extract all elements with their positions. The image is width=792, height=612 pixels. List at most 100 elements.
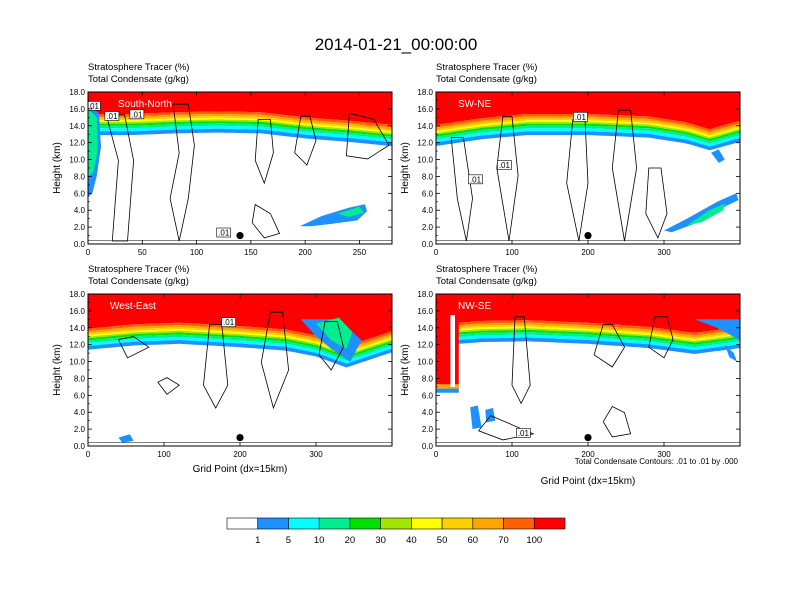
tracer-band-level-4 [436, 123, 740, 141]
condensate-contour [105, 114, 135, 242]
panel-south-north: Stratosphere Tracer (%) Total Condensate… [52, 62, 393, 257]
tracer-band-level-5 [88, 330, 392, 357]
y-axis-title: Height (km) [400, 344, 411, 396]
condensate-contour [511, 316, 531, 405]
contour-label: .01 [218, 229, 230, 238]
tracer-band-level-2 [436, 128, 740, 147]
contour-label: .01 [470, 175, 482, 184]
tracer-patch [664, 193, 739, 233]
tracer-band-level-6 [88, 329, 392, 355]
tracer-band-level-9 [88, 322, 392, 349]
y-tick-label: 6.0 [74, 189, 86, 198]
plot-area: .01 .01 .01 .01 [88, 92, 392, 244]
contour-label-box [221, 317, 236, 328]
x-tick-label: 250 [353, 248, 367, 257]
panel-label-tracer: Stratosphere Tracer (%) [436, 62, 537, 73]
x-axis-title: Grid Point (dx=15km) [541, 476, 636, 487]
contour-footnote: Total Condensate Contours: .01 to .01 by… [575, 457, 739, 466]
y-tick-label: 12.0 [417, 341, 433, 350]
tracer-patch [694, 319, 740, 341]
x-tick-label: 0 [86, 248, 91, 257]
y-tick-label: 18.0 [69, 290, 85, 299]
y-tick-label: 14.0 [69, 122, 85, 131]
tracer-band-level-3 [436, 125, 740, 144]
tracer-patch [337, 206, 364, 217]
y-tick-label: 18.0 [69, 88, 85, 97]
panel-label-condensate: Total Condensate (g/kg) [88, 276, 189, 287]
plot-area: .01 [88, 294, 392, 446]
contour-label-box [216, 227, 232, 238]
condensate-contour [117, 336, 150, 359]
y-axis-title: Height (km) [52, 142, 63, 194]
contour-label-box [497, 160, 512, 170]
colorbar-segment [257, 517, 289, 530]
tracer-band-level-9 [436, 320, 740, 336]
x-tick-label: 100 [505, 248, 519, 257]
panel-label-tracer: Stratosphere Tracer (%) [88, 264, 189, 275]
colorbar-segment [226, 517, 259, 530]
contour-label: .01 [106, 112, 118, 121]
tracer-band-level-2 [88, 337, 392, 364]
y-tick-label: 2.0 [422, 223, 434, 232]
condensate-contour [602, 405, 632, 438]
location-marker [584, 433, 592, 442]
y-tick-label: 0.0 [422, 240, 434, 249]
y-tick-label: 10.0 [417, 156, 433, 165]
condensate-contour [450, 137, 473, 242]
colorbar-label: 1 [255, 535, 260, 546]
contour-label: .01 [223, 318, 235, 327]
condensate-contour [260, 311, 290, 410]
y-tick-label: 8.0 [422, 374, 434, 383]
y-tick-label: 8.0 [74, 374, 86, 383]
colorbar-label: 50 [437, 535, 448, 546]
condensate-contour [496, 115, 519, 242]
y-tick-label: 6.0 [74, 391, 86, 400]
condensate-contour [345, 112, 390, 160]
y-tick-label: 2.0 [74, 425, 86, 434]
contour-label-box [573, 112, 588, 122]
y-tick-label: 0.0 [422, 442, 434, 451]
tracer-band-level-6 [436, 120, 740, 138]
tracer-band-level-9 [88, 111, 392, 128]
tracer-band-level-10 [88, 92, 392, 125]
colorbar-label: 70 [498, 535, 509, 546]
panel-name: SW-NE [458, 99, 491, 110]
plot-area: .01 [436, 294, 740, 446]
colorbar-label: 30 [375, 535, 386, 546]
colorbar-segment [503, 517, 535, 530]
x-tick-label: 0 [86, 450, 91, 459]
contour-label: .01 [131, 110, 143, 119]
location-marker [584, 231, 592, 240]
y-tick-label: 18.0 [417, 88, 433, 97]
tracer-band-level-3 [88, 334, 392, 361]
y-tick-label: 0.0 [74, 442, 86, 451]
y-tick-label: 16.0 [69, 307, 85, 316]
y-tick-label: 8.0 [422, 172, 434, 181]
tracer-band-level-3 [436, 332, 740, 348]
contour-label-box [104, 111, 120, 121]
colorbar-label: 5 [286, 535, 291, 546]
x-tick-label: 100 [505, 450, 519, 459]
condensate-contour [203, 323, 229, 409]
y-tick-label: 18.0 [417, 290, 433, 299]
plot-area: .01 .01 .01 [436, 92, 740, 244]
y-tick-label: 2.0 [422, 425, 434, 434]
tracer-band-level-3 [88, 123, 392, 140]
y-tick-label: 16.0 [417, 307, 433, 316]
condensate-contour [169, 103, 195, 242]
y-tick-label: 4.0 [74, 408, 86, 417]
colorbar-label: 10 [314, 535, 325, 546]
tracer-patch [316, 317, 353, 349]
tracer-patch [724, 344, 737, 362]
condensate-contour [593, 323, 625, 368]
tracer-band-level-7 [436, 324, 740, 340]
x-tick-label: 300 [309, 450, 323, 459]
condensate-contour [254, 119, 274, 185]
tracer-band-level-1 [436, 131, 740, 151]
x-tick-label: 300 [657, 450, 671, 459]
tracer-patch [470, 405, 482, 430]
colorbar-label: 100 [526, 535, 542, 546]
colorbar-segment [472, 517, 504, 530]
panel-label-condensate: Total Condensate (g/kg) [436, 276, 537, 287]
